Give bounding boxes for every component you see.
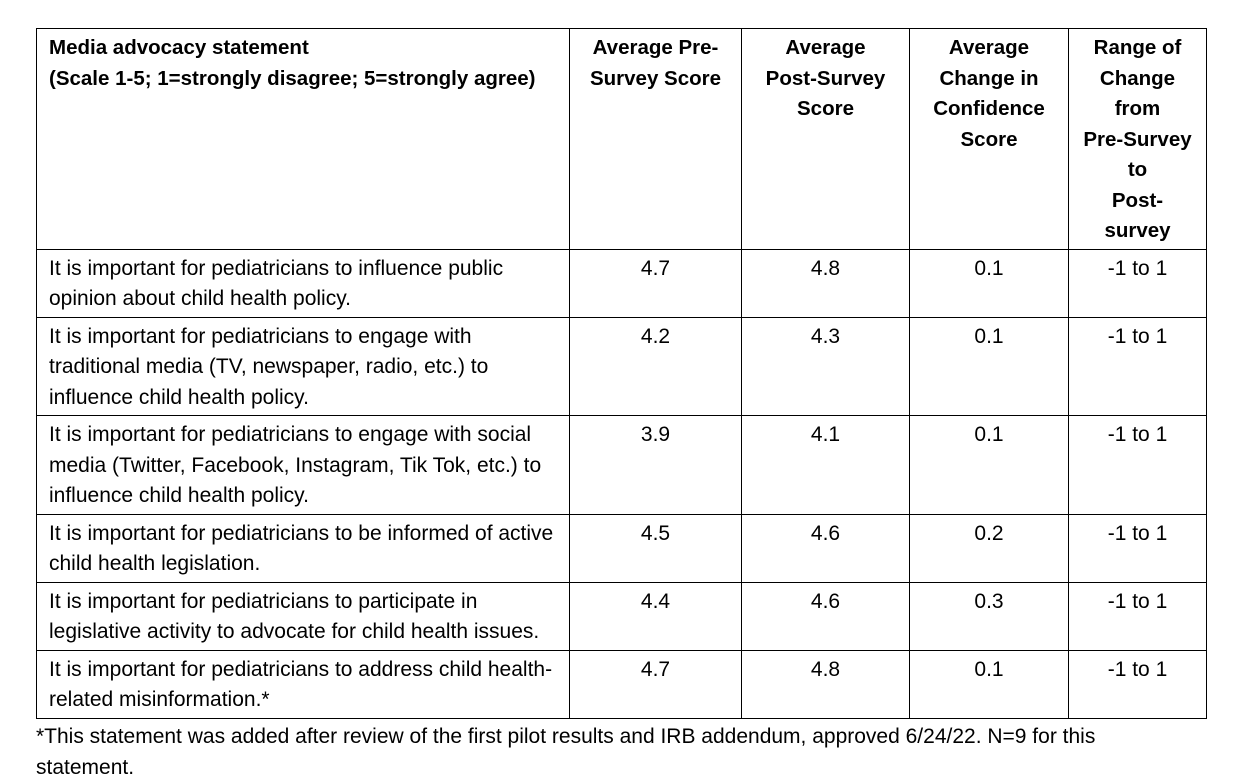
change-cell: 0.1 (909, 248, 1069, 318)
post-score-cell: 4.6 (741, 513, 910, 583)
statement-cell: It is important for pediatricians to eng… (36, 415, 570, 515)
header-change: Average Change in Confidence Score (909, 28, 1069, 250)
document-page: Media advocacy statement (Scale 1-5; 1=s… (36, 28, 1207, 783)
change-cell: 0.1 (909, 415, 1069, 515)
pre-score-cell: 4.5 (569, 513, 742, 583)
survey-results-table: Media advocacy statement (Scale 1-5; 1=s… (36, 28, 1207, 719)
change-cell: 0.1 (909, 649, 1069, 719)
change-cell: 0.1 (909, 316, 1069, 416)
post-score-cell: 4.8 (741, 248, 910, 318)
header-pre-survey: Average Pre- Survey Score (569, 28, 742, 250)
table-row: It is important for pediatricians to eng… (36, 316, 1207, 416)
statement-cell: It is important for pediatricians to par… (36, 581, 570, 651)
post-score-cell: 4.8 (741, 649, 910, 719)
table-row: It is important for pediatricians to eng… (36, 415, 1207, 515)
statement-cell: It is important for pediatricians to eng… (36, 316, 570, 416)
table-row: It is important for pediatricians to inf… (36, 248, 1207, 318)
range-cell: -1 to 1 (1068, 649, 1207, 719)
pre-score-cell: 4.7 (569, 248, 742, 318)
statement-cell: It is important for pediatricians to add… (36, 649, 570, 719)
table-footnote: *This statement was added after review o… (36, 724, 1096, 779)
table-header-row: Media advocacy statement (Scale 1-5; 1=s… (36, 28, 1207, 250)
statement-cell: It is important for pediatricians to inf… (36, 248, 570, 318)
header-statement: Media advocacy statement (Scale 1-5; 1=s… (36, 28, 570, 250)
statement-cell: It is important for pediatricians to be … (36, 513, 570, 583)
header-post-survey: Average Post-Survey Score (741, 28, 910, 250)
range-cell: -1 to 1 (1068, 248, 1207, 318)
pre-score-cell: 4.4 (569, 581, 742, 651)
range-cell: -1 to 1 (1068, 581, 1207, 651)
pre-score-cell: 4.2 (569, 316, 742, 416)
range-cell: -1 to 1 (1068, 415, 1207, 515)
post-score-cell: 4.6 (741, 581, 910, 651)
change-cell: 0.2 (909, 513, 1069, 583)
table-row: It is important for pediatricians to par… (36, 581, 1207, 651)
pre-score-cell: 4.7 (569, 649, 742, 719)
table-row: It is important for pediatricians to add… (36, 649, 1207, 719)
post-score-cell: 4.3 (741, 316, 910, 416)
header-range: Range of Change from Pre-Survey to Post-… (1068, 28, 1207, 250)
range-cell: -1 to 1 (1068, 316, 1207, 416)
pre-score-cell: 3.9 (569, 415, 742, 515)
change-cell: 0.3 (909, 581, 1069, 651)
table-row: It is important for pediatricians to be … (36, 513, 1207, 583)
post-score-cell: 4.1 (741, 415, 910, 515)
range-cell: -1 to 1 (1068, 513, 1207, 583)
